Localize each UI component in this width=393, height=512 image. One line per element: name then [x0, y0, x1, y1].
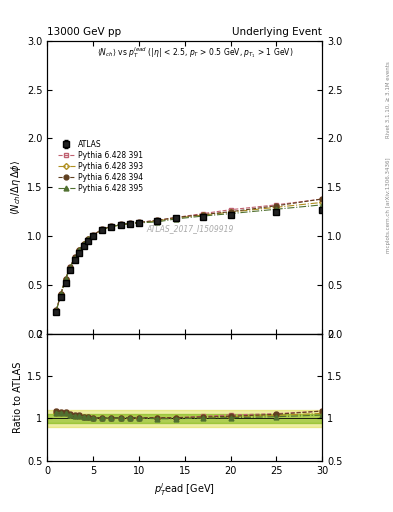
Legend: ATLAS, Pythia 6.428 391, Pythia 6.428 393, Pythia 6.428 394, Pythia 6.428 395: ATLAS, Pythia 6.428 391, Pythia 6.428 39…: [57, 138, 145, 194]
Text: mcplots.cern.ch [arXiv:1306.3436]: mcplots.cern.ch [arXiv:1306.3436]: [386, 157, 391, 252]
Y-axis label: Ratio to ATLAS: Ratio to ATLAS: [13, 361, 23, 433]
Text: $\langle N_{ch}\rangle$ vs $p_T^{lead}$ ($|\eta|$ < 2.5, $p_T$ > 0.5 GeV, $p_{T_: $\langle N_{ch}\rangle$ vs $p_T^{lead}$ …: [97, 46, 293, 60]
Bar: [47, 414, 322, 422]
Text: ATLAS_2017_I1509919: ATLAS_2017_I1509919: [147, 224, 234, 233]
Y-axis label: $\langle N_{ch}/\Delta\eta\,\Delta\phi\rangle$: $\langle N_{ch}/\Delta\eta\,\Delta\phi\r…: [9, 160, 23, 215]
Text: Underlying Event: Underlying Event: [232, 28, 322, 37]
Bar: [47, 410, 322, 427]
X-axis label: $p_{T}^{l}$ead [GeV]: $p_{T}^{l}$ead [GeV]: [154, 481, 215, 498]
Text: 13000 GeV pp: 13000 GeV pp: [47, 28, 121, 37]
Text: Rivet 3.1.10, ≥ 3.1M events: Rivet 3.1.10, ≥ 3.1M events: [386, 61, 391, 138]
